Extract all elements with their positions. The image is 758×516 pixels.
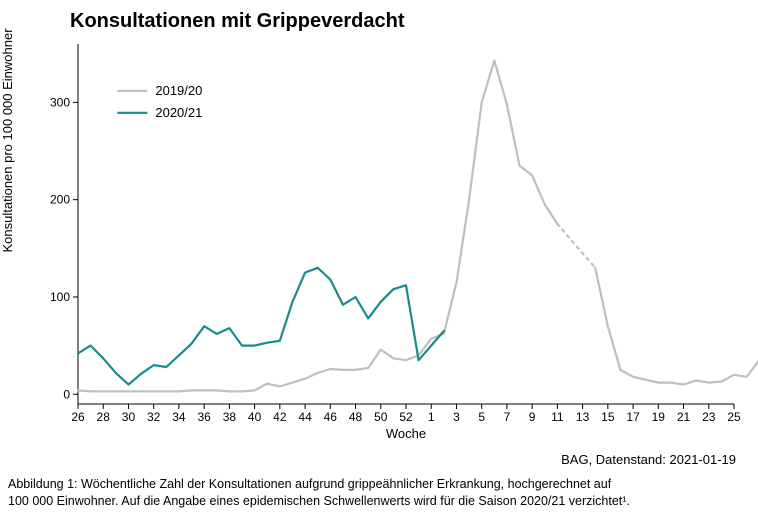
svg-text:21: 21 bbox=[677, 410, 691, 424]
caption-line-2: 100 000 Einwohner. Auf die Angabe eines … bbox=[8, 494, 630, 508]
svg-text:3: 3 bbox=[453, 410, 460, 424]
svg-text:17: 17 bbox=[626, 410, 640, 424]
svg-text:42: 42 bbox=[273, 410, 287, 424]
svg-text:100: 100 bbox=[50, 290, 70, 304]
svg-text:1: 1 bbox=[428, 410, 435, 424]
source-text: BAG, Datenstand: 2021-01-19 bbox=[561, 452, 736, 467]
svg-text:40: 40 bbox=[248, 410, 262, 424]
svg-text:46: 46 bbox=[324, 410, 338, 424]
svg-text:44: 44 bbox=[298, 410, 312, 424]
svg-text:23: 23 bbox=[702, 410, 716, 424]
svg-text:5: 5 bbox=[478, 410, 485, 424]
svg-text:2020/21: 2020/21 bbox=[155, 105, 202, 120]
svg-text:50: 50 bbox=[374, 410, 388, 424]
svg-text:300: 300 bbox=[50, 95, 70, 109]
svg-text:36: 36 bbox=[197, 410, 211, 424]
svg-text:25: 25 bbox=[727, 410, 741, 424]
svg-text:9: 9 bbox=[529, 410, 536, 424]
svg-text:11: 11 bbox=[551, 410, 564, 424]
svg-text:48: 48 bbox=[349, 410, 363, 424]
svg-text:26: 26 bbox=[71, 410, 85, 424]
svg-text:Woche: Woche bbox=[386, 426, 426, 441]
svg-text:28: 28 bbox=[97, 410, 111, 424]
caption-line-1: Abbildung 1: Wöchentliche Zahl der Konsu… bbox=[8, 477, 611, 491]
chart-figure: Konsultationen mit Grippeverdacht Konsul… bbox=[0, 0, 758, 516]
svg-text:7: 7 bbox=[504, 410, 511, 424]
svg-text:2019/20: 2019/20 bbox=[155, 83, 202, 98]
svg-text:13: 13 bbox=[576, 410, 590, 424]
svg-text:19: 19 bbox=[652, 410, 666, 424]
svg-text:52: 52 bbox=[399, 410, 413, 424]
svg-text:30: 30 bbox=[122, 410, 136, 424]
svg-text:15: 15 bbox=[601, 410, 615, 424]
svg-text:34: 34 bbox=[172, 410, 186, 424]
svg-text:0: 0 bbox=[63, 387, 70, 401]
svg-text:32: 32 bbox=[147, 410, 161, 424]
figure-caption: Abbildung 1: Wöchentliche Zahl der Konsu… bbox=[8, 476, 748, 510]
svg-text:38: 38 bbox=[223, 410, 237, 424]
chart-svg: 0100200300262830323436384042444648505213… bbox=[0, 0, 758, 448]
svg-text:200: 200 bbox=[50, 193, 70, 207]
